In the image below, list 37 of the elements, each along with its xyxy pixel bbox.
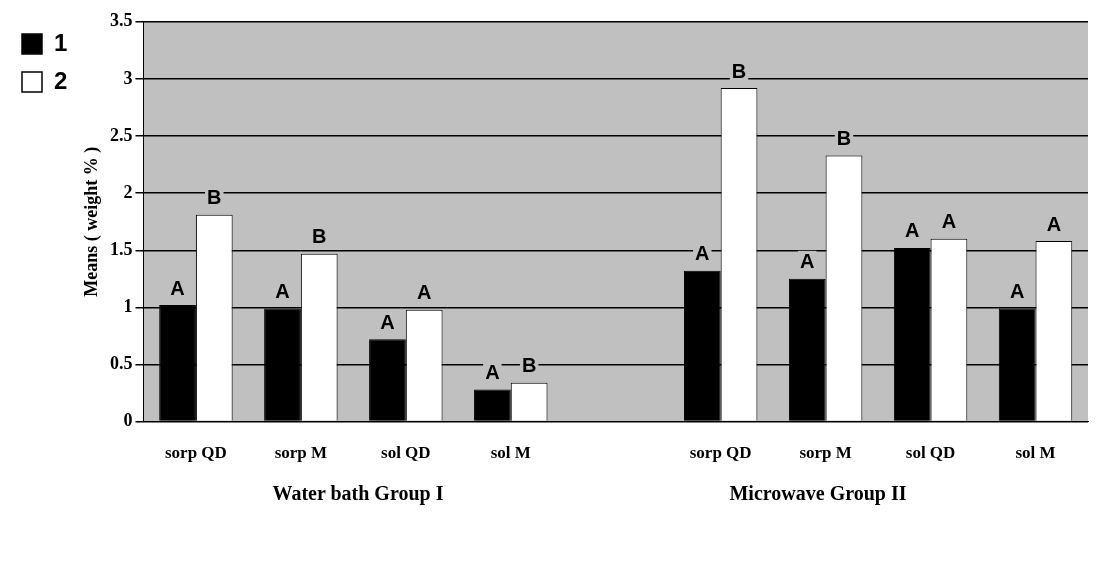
data-label: A (170, 276, 185, 299)
y-tick-label: 2 (123, 181, 133, 202)
data-label: B (521, 354, 537, 377)
data-label: A (695, 242, 710, 265)
x-tick-label: sol M (490, 443, 531, 463)
x-tick-label: sol QD (381, 443, 431, 463)
y-tick-label: 1 (123, 296, 133, 317)
x-tick-label: sorp M (274, 443, 328, 463)
x-tick-label: sorp QD (689, 443, 752, 463)
y-tick-label: 2.5 (109, 124, 133, 145)
data-label: B (207, 186, 222, 209)
y-tick-label: 0 (123, 410, 133, 431)
x-tick-label: sorp QD (164, 443, 227, 463)
y-axis-title: Means ( weight % ) (80, 146, 102, 297)
data-label: A (1046, 212, 1062, 235)
legend-label: 2 (54, 66, 68, 94)
data-label: A (275, 280, 290, 303)
data-label: A (941, 210, 957, 233)
text: Water bath Group I (271, 482, 445, 505)
y-tick-label: 3.5 (109, 10, 133, 31)
y-tick-label: 3 (123, 67, 133, 88)
data-label: B (836, 126, 852, 149)
data-label: A (904, 219, 920, 242)
data-label: A (416, 281, 432, 304)
x-tick-label: sol M (1015, 443, 1056, 463)
text: Microwave Group II (728, 482, 908, 505)
data-label: A (380, 310, 395, 333)
data-label: A (485, 361, 500, 384)
y-tick-label: 1.5 (109, 238, 133, 259)
data-label: A (1009, 280, 1025, 303)
data-label: B (731, 59, 747, 82)
x-tick-label: sol QD (905, 443, 956, 463)
data-label: A (800, 250, 815, 273)
legend-label: 1 (54, 28, 68, 56)
y-tick-label: 0.5 (109, 353, 133, 374)
data-label: B (312, 225, 327, 248)
x-tick-label: sorp M (799, 443, 852, 463)
